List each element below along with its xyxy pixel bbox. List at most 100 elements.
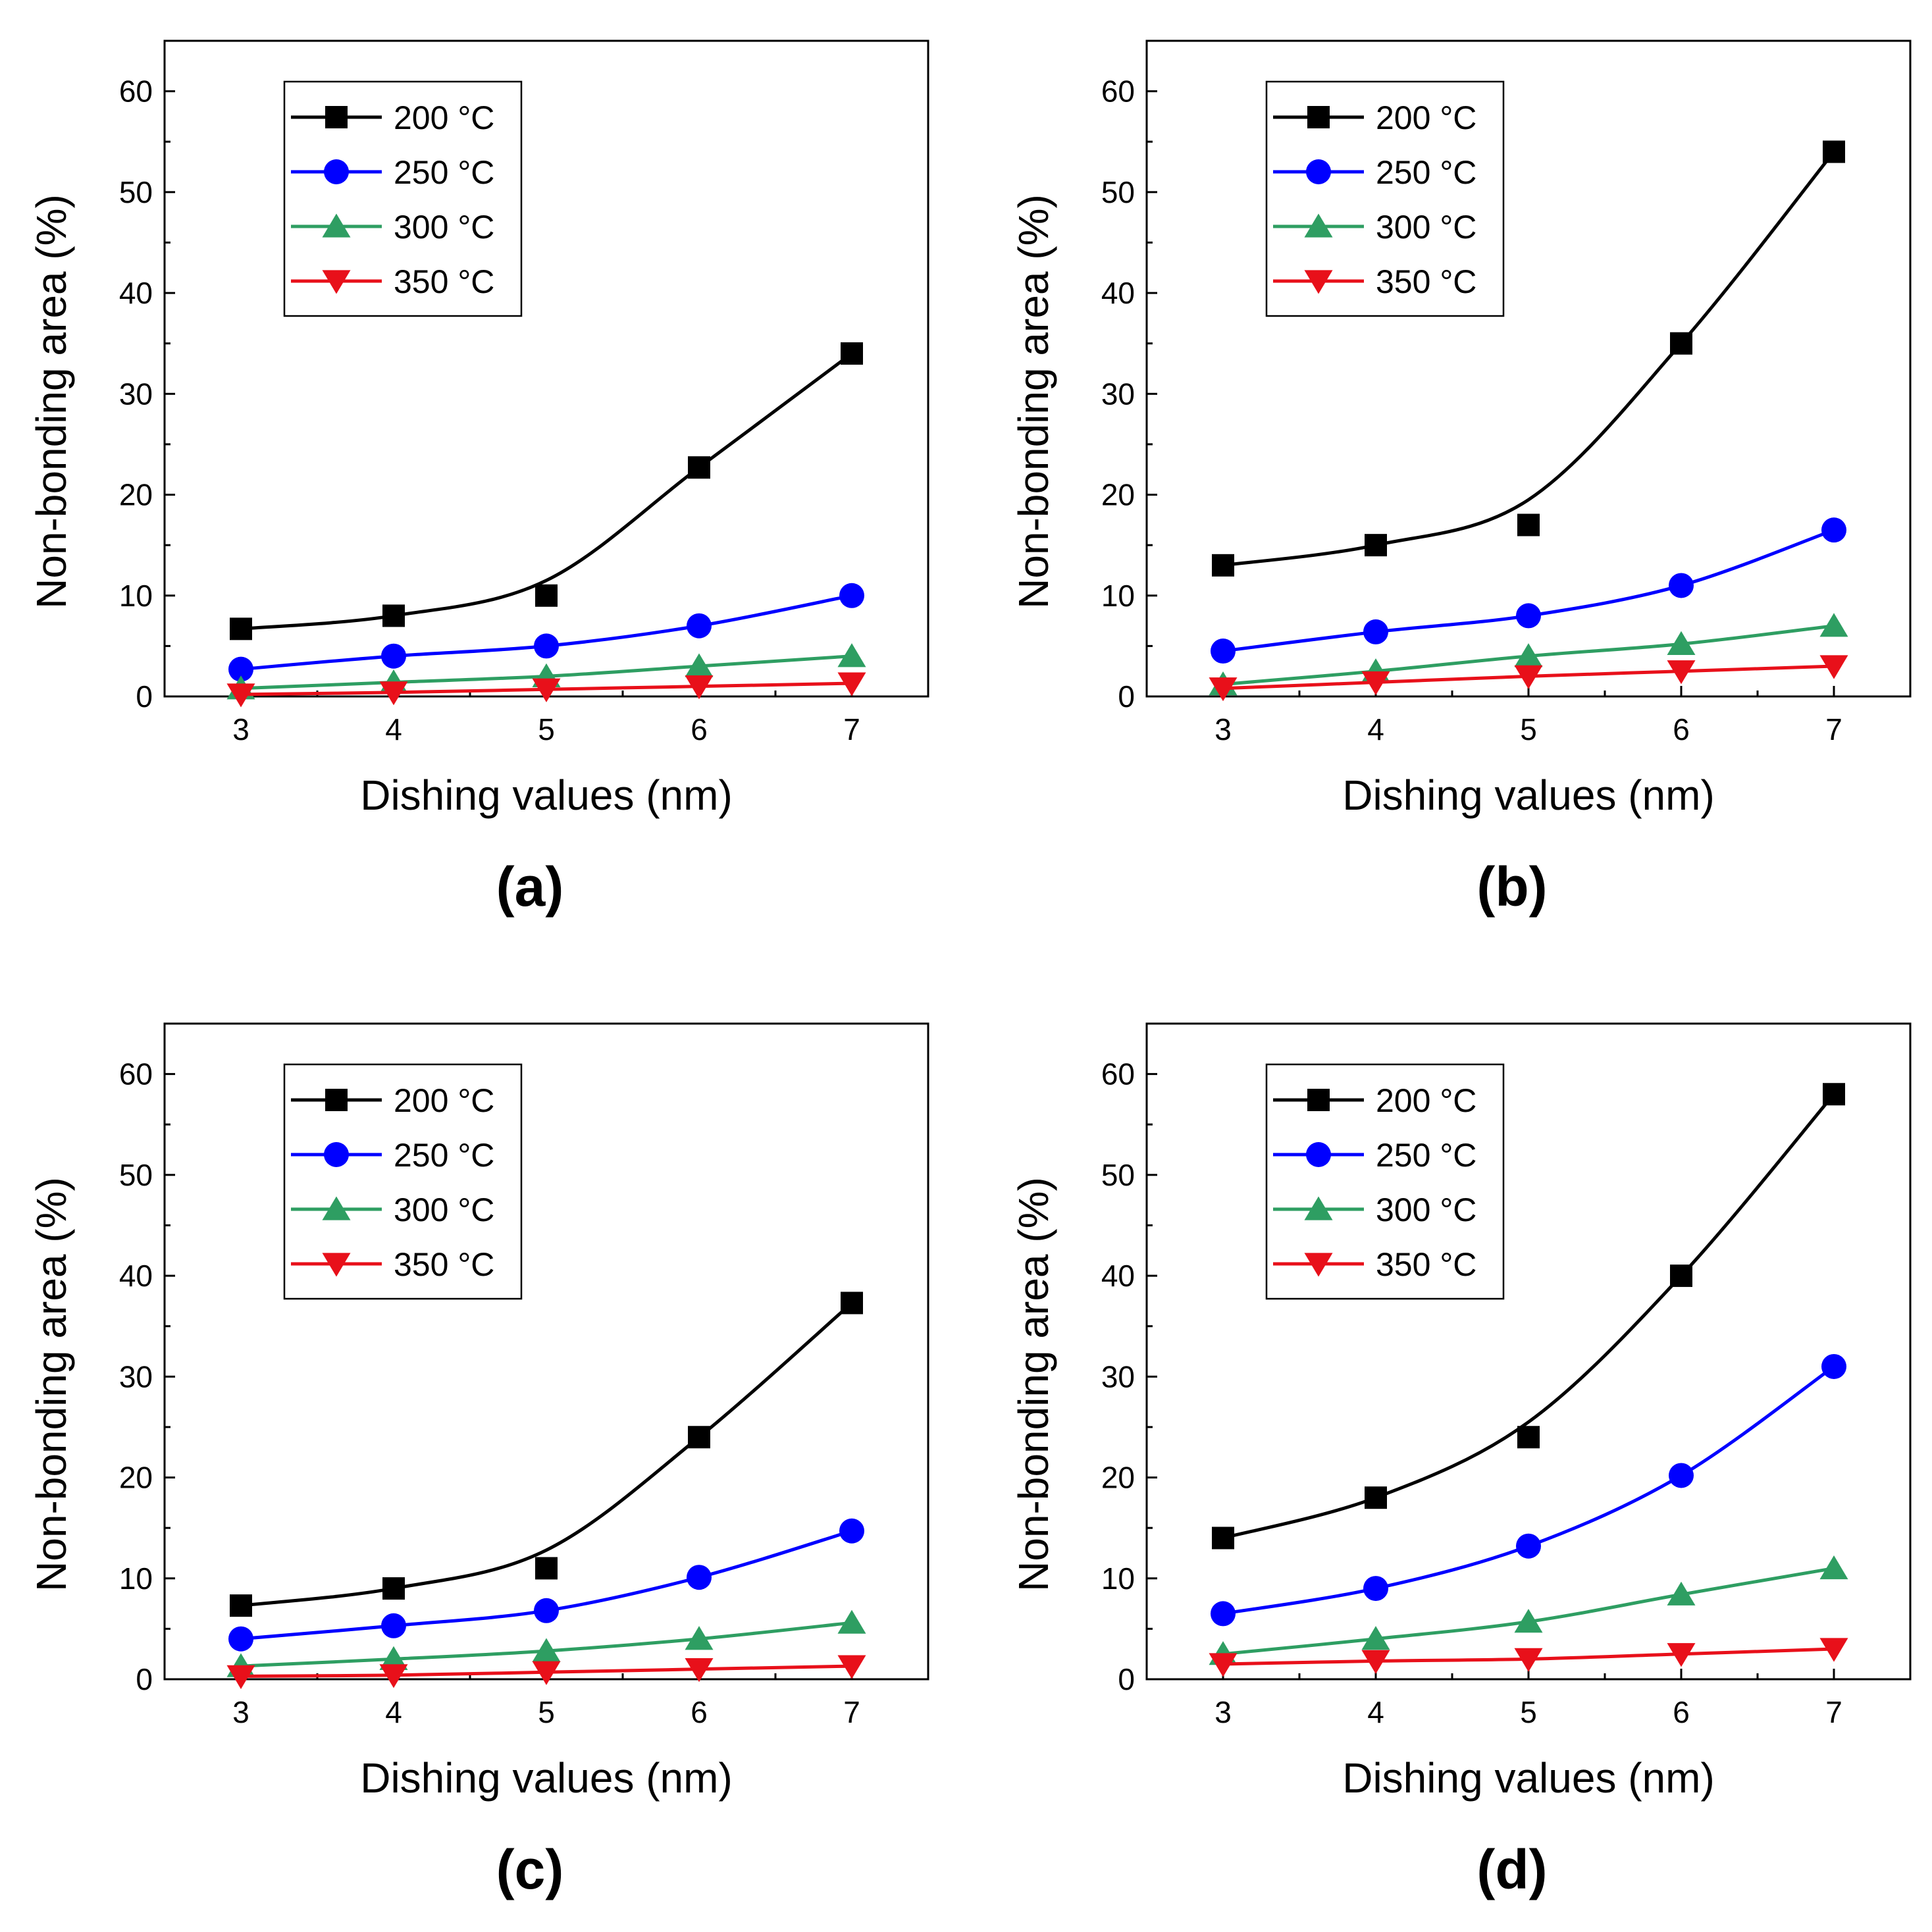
- x-tick-label: 5: [538, 1695, 555, 1729]
- legend-entry: 300 °C: [1376, 209, 1476, 246]
- data-point: [1669, 1463, 1694, 1488]
- x-axis-title: Dishing values (nm): [360, 771, 733, 819]
- legend-entry: 300 °C: [394, 1191, 494, 1228]
- data-point: [1514, 665, 1543, 689]
- data-point: [688, 1426, 710, 1449]
- data-point: [1365, 1486, 1387, 1509]
- x-tick-label: 7: [843, 1695, 860, 1729]
- data-point: [535, 1557, 558, 1580]
- x-tick-label: 4: [385, 712, 402, 746]
- data-point: [226, 1665, 255, 1689]
- legend-marker: [1304, 213, 1333, 238]
- legend-entry: 250 °C: [1376, 154, 1476, 191]
- y-tick-label: 60: [1101, 1057, 1135, 1091]
- legend: 200 °C 250 °C 300 °C 350 °C: [1265, 80, 1505, 317]
- series-250: [1211, 517, 1846, 664]
- data-point: [1514, 643, 1543, 667]
- x-tick-label: 3: [232, 1695, 249, 1729]
- data-point: [1821, 1353, 1846, 1379]
- y-axis-title: Non-bonding area (%): [28, 1177, 75, 1592]
- legend-marker: [1307, 106, 1330, 128]
- data-point: [1823, 140, 1845, 163]
- x-axis-title: Dishing values (nm): [1342, 1754, 1715, 1802]
- x-tick-label: 6: [691, 1695, 708, 1729]
- data-point: [534, 1598, 559, 1623]
- y-tick-label: 10: [119, 579, 153, 613]
- data-point: [532, 1638, 561, 1662]
- data-point: [1667, 631, 1696, 655]
- y-tick-label: 10: [1101, 1561, 1135, 1596]
- data-point: [228, 656, 253, 682]
- data-point: [532, 1661, 561, 1685]
- data-point: [685, 653, 714, 677]
- panel-b: 0 10 20 30 40 50 60 3 4 5 6 7 Dishing values (nm) Non…: [1010, 39, 1912, 918]
- data-point: [1670, 332, 1692, 355]
- y-tick-label: 0: [136, 679, 153, 714]
- data-point: [841, 1292, 863, 1315]
- x-tick-label: 6: [691, 712, 708, 746]
- series-line: [1222, 1093, 1835, 1540]
- legend-marker: [1306, 159, 1331, 184]
- legend-entry: 350 °C: [1376, 263, 1476, 300]
- legend-marker: [325, 1089, 348, 1111]
- legend-box: [283, 80, 523, 317]
- data-point: [535, 584, 558, 607]
- y-tick-label: 40: [1101, 1259, 1135, 1293]
- legend-entry: 350 °C: [394, 263, 494, 300]
- x-tick-label: 3: [1214, 712, 1232, 746]
- y-tick-label: 10: [1101, 579, 1135, 613]
- y-tick-label: 30: [1101, 377, 1135, 411]
- legend-marker: [322, 270, 351, 294]
- series-250: [1211, 1353, 1846, 1627]
- series-line: [240, 1301, 853, 1607]
- legend-entry: 200 °C: [1376, 1082, 1476, 1119]
- data-point: [1361, 1626, 1390, 1650]
- data-point: [1212, 554, 1234, 577]
- series-300: [1209, 1555, 1848, 1665]
- series-250: [228, 1518, 864, 1652]
- legend-box: [283, 1063, 523, 1300]
- panel-label: (b): [1476, 856, 1547, 918]
- y-tick-label: 20: [119, 1461, 153, 1495]
- legend-marker: [324, 1142, 349, 1167]
- data-point: [1516, 603, 1541, 629]
- series-300: [226, 1609, 866, 1677]
- x-tick-label: 6: [1673, 1695, 1690, 1729]
- data-point: [1516, 1533, 1541, 1559]
- data-point: [1823, 1083, 1845, 1106]
- plot-frame: [1145, 39, 1912, 698]
- x-tick-label: 6: [1673, 712, 1690, 746]
- data-point: [226, 683, 255, 708]
- data-point: [837, 643, 866, 667]
- x-tick-label: 5: [538, 712, 555, 746]
- panel-d: 0 10 20 30 40 50 60 3 4 5 6 7 Dishing values (nm) Non…: [1010, 1022, 1912, 1900]
- legend-marker: [1304, 270, 1333, 294]
- y-tick-label: 20: [1101, 478, 1135, 512]
- x-tick-label: 5: [1520, 1695, 1537, 1729]
- data-point: [1669, 573, 1694, 598]
- series-200: [1212, 1083, 1845, 1550]
- legend-marker: [322, 213, 351, 238]
- data-point: [382, 1577, 405, 1600]
- series-350: [1209, 655, 1848, 702]
- data-point: [532, 678, 561, 702]
- y-tick-label: 20: [1101, 1461, 1135, 1495]
- data-point: [1517, 1426, 1540, 1449]
- data-point: [1209, 677, 1238, 702]
- panel-a: 0 10 20 30 40 50 60 3 4 5 6 7 Dishing values (nm) Non…: [28, 39, 929, 918]
- legend: 200 °C 250 °C 300 °C 350 °C: [283, 1063, 523, 1300]
- data-point: [1363, 619, 1388, 644]
- series-200: [1212, 140, 1845, 577]
- legend: 200 °C 250 °C 300 °C 350 °C: [283, 80, 523, 317]
- legend-marker: [1307, 1089, 1330, 1111]
- data-point: [1819, 1555, 1848, 1580]
- data-point: [839, 1518, 864, 1544]
- series-200: [230, 1292, 863, 1617]
- plot-frame: [163, 1022, 929, 1681]
- series-350: [1209, 1638, 1848, 1677]
- y-tick-label: 60: [119, 1057, 153, 1091]
- data-point: [1365, 534, 1387, 557]
- legend-entry: 250 °C: [1376, 1137, 1476, 1174]
- y-tick-label: 30: [119, 377, 153, 411]
